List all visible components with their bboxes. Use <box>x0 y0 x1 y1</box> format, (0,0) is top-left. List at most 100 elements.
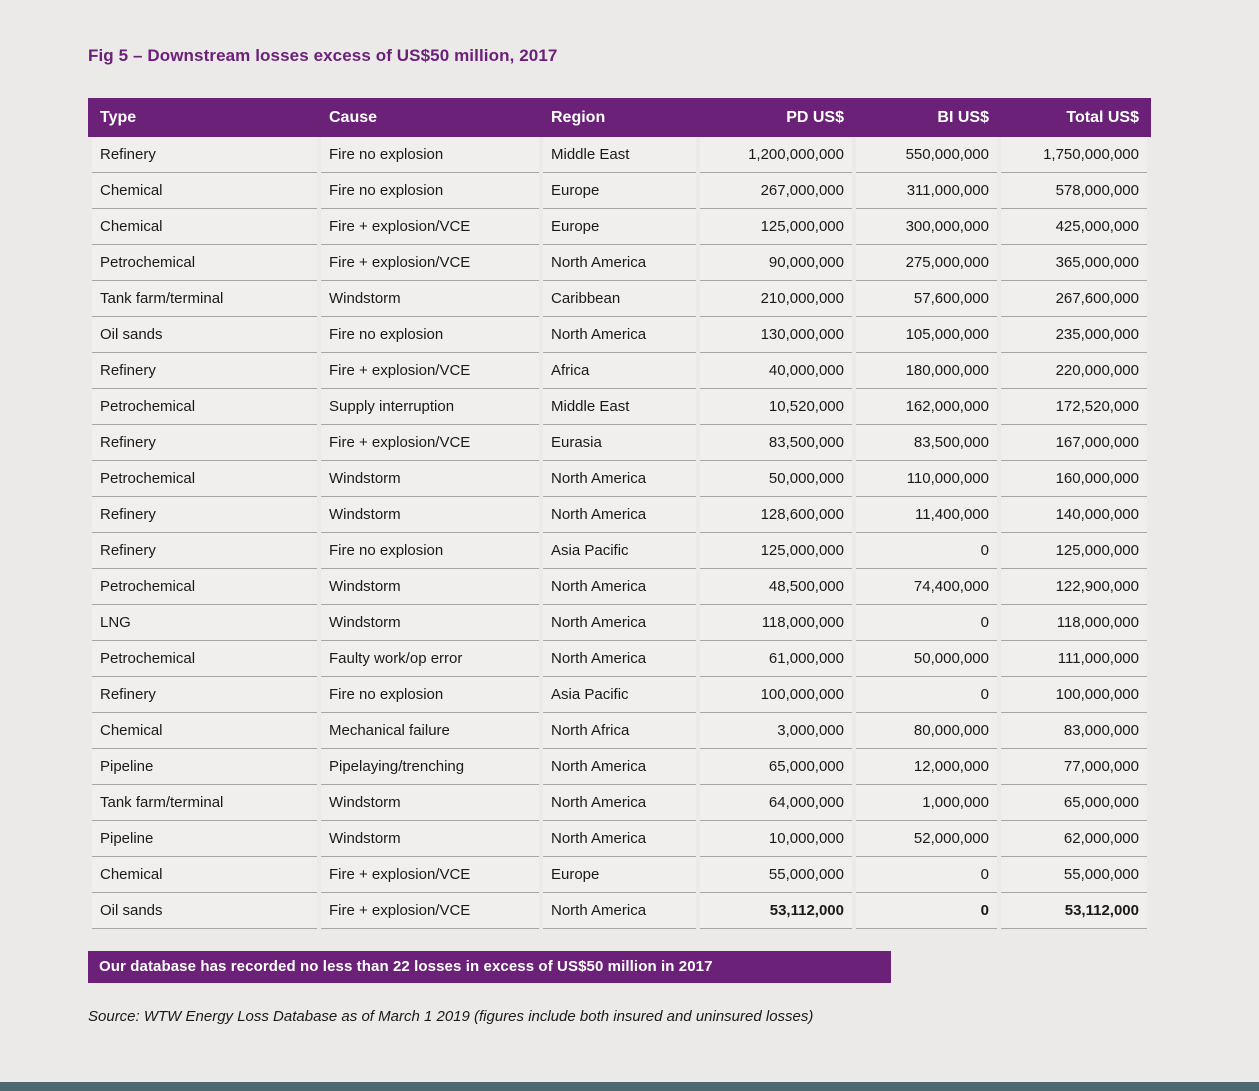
cell-pd_usd: 267,000,000 <box>700 173 852 209</box>
table-row: Pipeline Windstorm North America 10,000,000… <box>92 821 1147 857</box>
cell-cause: Fire + explosion/VCE <box>321 245 539 281</box>
cell-region: Middle East <box>543 137 696 173</box>
cell-total_usd: 55,000,000 <box>1001 857 1147 893</box>
cell-bi_usd: 300,000,000 <box>856 209 997 245</box>
table-header-row: Type Cause Region PD US$ BI US$ Total US$ <box>92 98 1147 137</box>
cell-type: Petrochemical <box>92 389 317 425</box>
table-row: Refinery Windstorm North America 128,600,00… <box>92 497 1147 533</box>
cell-bi_usd: 0 <box>856 605 997 641</box>
cell-total_usd: 425,000,000 <box>1001 209 1147 245</box>
cell-region: Caribbean <box>543 281 696 317</box>
cell-total_usd: 365,000,000 <box>1001 245 1147 281</box>
cell-type: Tank farm/terminal <box>92 785 317 821</box>
cell-type: Chemical <box>92 713 317 749</box>
cell-cause: Fire + explosion/VCE <box>321 893 539 929</box>
source-note: Source: WTW Energy Loss Database as of M… <box>88 1008 814 1025</box>
column-header-total_usd: Total US$ <box>1066 108 1139 126</box>
table-row: Refinery Fire no explosion Asia Pacific 100… <box>92 677 1147 713</box>
cell-pd_usd: 61,000,000 <box>700 641 852 677</box>
cell-pd_usd: 83,500,000 <box>700 425 852 461</box>
cell-bi_usd: 12,000,000 <box>856 749 997 785</box>
table-row: Petrochemical Fire + explosion/VCE North A… <box>92 245 1147 281</box>
cell-bi_usd: 1,000,000 <box>856 785 997 821</box>
table-header-background <box>88 98 1151 137</box>
cell-type: Petrochemical <box>92 461 317 497</box>
cell-bi_usd: 0 <box>856 857 997 893</box>
cell-cause: Fire no explosion <box>321 317 539 353</box>
table-row: Tank farm/terminal Windstorm Caribbean 210,… <box>92 281 1147 317</box>
cell-region: North America <box>543 569 696 605</box>
cell-pd_usd: 50,000,000 <box>700 461 852 497</box>
cell-bi_usd: 0 <box>856 533 997 569</box>
table-row: Petrochemical Supply interruption Middle E… <box>92 389 1147 425</box>
cell-region: North America <box>543 641 696 677</box>
cell-type: Oil sands <box>92 893 317 929</box>
summary-banner: Our database has recorded no less than 2… <box>88 951 891 983</box>
cell-bi_usd: 311,000,000 <box>856 173 997 209</box>
cell-cause: Fire no explosion <box>321 173 539 209</box>
cell-type: LNG <box>92 605 317 641</box>
cell-bi_usd: 57,600,000 <box>856 281 997 317</box>
cell-pd_usd: 210,000,000 <box>700 281 852 317</box>
cell-pd_usd: 55,000,000 <box>700 857 852 893</box>
cell-bi_usd: 0 <box>856 677 997 713</box>
table-row: Petrochemical Windstorm North America 50,00… <box>92 461 1147 497</box>
table-row: Chemical Fire no explosion Europe 267,000,0… <box>92 173 1147 209</box>
table-row: Oil sands Fire + explosion/VCE North Ameri… <box>92 893 1147 929</box>
cell-cause: Faulty work/op error <box>321 641 539 677</box>
cell-type: Chemical <box>92 857 317 893</box>
cell-region: Europe <box>543 857 696 893</box>
cell-total_usd: 77,000,000 <box>1001 749 1147 785</box>
cell-cause: Windstorm <box>321 461 539 497</box>
cell-cause: Windstorm <box>321 497 539 533</box>
cell-bi_usd: 162,000,000 <box>856 389 997 425</box>
cell-cause: Windstorm <box>321 785 539 821</box>
cell-region: North America <box>543 317 696 353</box>
cell-pd_usd: 10,520,000 <box>700 389 852 425</box>
table-row: Refinery Fire no explosion Asia Pacific 125… <box>92 533 1147 569</box>
table-row: Chemical Fire + explosion/VCE Europe 55,000… <box>92 857 1147 893</box>
bottom-bar <box>0 1082 1259 1091</box>
cell-cause: Windstorm <box>321 605 539 641</box>
cell-total_usd: 111,000,000 <box>1001 641 1147 677</box>
table-row: LNG Windstorm North America 118,000,000 0 118… <box>92 605 1147 641</box>
cell-bi_usd: 0 <box>856 893 997 929</box>
table-row: Refinery Fire + explosion/VCE Africa 40,000… <box>92 353 1147 389</box>
cell-pd_usd: 40,000,000 <box>700 353 852 389</box>
cell-total_usd: 167,000,000 <box>1001 425 1147 461</box>
cell-type: Oil sands <box>92 317 317 353</box>
cell-region: Europe <box>543 209 696 245</box>
cell-pd_usd: 125,000,000 <box>700 209 852 245</box>
cell-type: Refinery <box>92 533 317 569</box>
cell-type: Refinery <box>92 425 317 461</box>
cell-total_usd: 220,000,000 <box>1001 353 1147 389</box>
cell-cause: Windstorm <box>321 281 539 317</box>
cell-type: Petrochemical <box>92 245 317 281</box>
cell-type: Refinery <box>92 497 317 533</box>
cell-pd_usd: 90,000,000 <box>700 245 852 281</box>
column-header-bi_usd: BI US$ <box>937 108 989 126</box>
cell-bi_usd: 550,000,000 <box>856 137 997 173</box>
cell-pd_usd: 65,000,000 <box>700 749 852 785</box>
table-body: Refinery Fire no explosion Middle East 1,20… <box>92 137 1147 929</box>
cell-type: Pipeline <box>92 749 317 785</box>
cell-bi_usd: 275,000,000 <box>856 245 997 281</box>
column-header-type: Type <box>100 108 137 126</box>
cell-type: Refinery <box>92 353 317 389</box>
cell-total_usd: 122,900,000 <box>1001 569 1147 605</box>
cell-region: North America <box>543 749 696 785</box>
cell-bi_usd: 11,400,000 <box>856 497 997 533</box>
cell-region: North America <box>543 893 696 929</box>
cell-total_usd: 160,000,000 <box>1001 461 1147 497</box>
column-header-region: Region <box>551 108 606 126</box>
cell-total_usd: 62,000,000 <box>1001 821 1147 857</box>
cell-cause: Fire + explosion/VCE <box>321 425 539 461</box>
cell-cause: Fire no explosion <box>321 677 539 713</box>
cell-pd_usd: 125,000,000 <box>700 533 852 569</box>
cell-total_usd: 267,600,000 <box>1001 281 1147 317</box>
table-row: Petrochemical Windstorm North America 48,50… <box>92 569 1147 605</box>
cell-region: North America <box>543 605 696 641</box>
table-row: Chemical Mechanical failure North Africa 3,… <box>92 713 1147 749</box>
cell-cause: Windstorm <box>321 569 539 605</box>
